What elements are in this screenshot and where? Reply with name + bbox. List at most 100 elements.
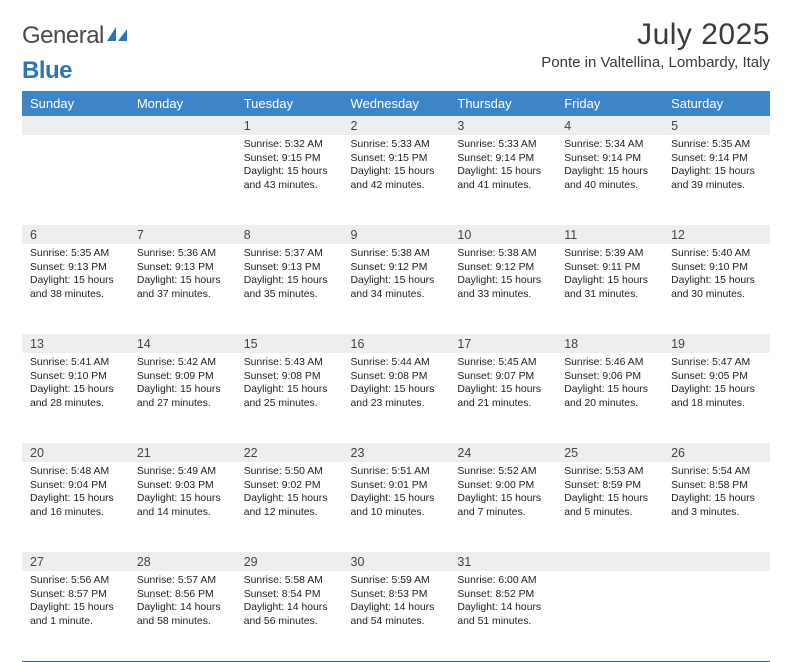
week-number-row: 20212223242526: [22, 443, 770, 462]
day-body: Sunrise: 5:51 AMSunset: 9:01 PMDaylight:…: [343, 462, 450, 524]
sunset-line: Sunset: 9:09 PM: [137, 370, 228, 384]
day-cell: Sunrise: 5:36 AMSunset: 9:13 PMDaylight:…: [129, 244, 236, 334]
day-cell: Sunrise: 5:33 AMSunset: 9:14 PMDaylight:…: [449, 135, 556, 225]
daylight-line: Daylight: 15 hours and 18 minutes.: [671, 383, 762, 410]
sunset-line: Sunset: 8:59 PM: [564, 479, 655, 493]
sunrise-line: Sunrise: 5:45 AM: [457, 356, 548, 370]
day-body: Sunrise: 5:45 AMSunset: 9:07 PMDaylight:…: [449, 353, 556, 415]
day-cell: Sunrise: 5:45 AMSunset: 9:07 PMDaylight:…: [449, 353, 556, 443]
sunset-line: Sunset: 9:12 PM: [457, 261, 548, 275]
daylight-line: Daylight: 15 hours and 37 minutes.: [137, 274, 228, 301]
daylight-line: Daylight: 14 hours and 56 minutes.: [244, 601, 335, 628]
day-body: Sunrise: 5:36 AMSunset: 9:13 PMDaylight:…: [129, 244, 236, 306]
day-header: Wednesday: [343, 91, 450, 116]
daylight-line: Daylight: 15 hours and 3 minutes.: [671, 492, 762, 519]
day-number-cell: 25: [556, 443, 663, 462]
day-number-cell: 17: [449, 334, 556, 353]
day-number-cell: [663, 552, 770, 571]
sunset-line: Sunset: 9:11 PM: [564, 261, 655, 275]
daylight-line: Daylight: 15 hours and 31 minutes.: [564, 274, 655, 301]
sunset-line: Sunset: 9:10 PM: [671, 261, 762, 275]
day-number-cell: 5: [663, 116, 770, 135]
day-header: Monday: [129, 91, 236, 116]
day-body: Sunrise: 5:53 AMSunset: 8:59 PMDaylight:…: [556, 462, 663, 524]
day-header: Thursday: [449, 91, 556, 116]
week-body-row: Sunrise: 5:41 AMSunset: 9:10 PMDaylight:…: [22, 353, 770, 443]
day-body: Sunrise: 5:49 AMSunset: 9:03 PMDaylight:…: [129, 462, 236, 524]
sunset-line: Sunset: 9:02 PM: [244, 479, 335, 493]
sunset-line: Sunset: 8:56 PM: [137, 588, 228, 602]
day-cell: Sunrise: 5:46 AMSunset: 9:06 PMDaylight:…: [556, 353, 663, 443]
day-number: 19: [663, 334, 770, 353]
week-number-row: 12345: [22, 116, 770, 135]
day-body: Sunrise: 5:44 AMSunset: 9:08 PMDaylight:…: [343, 353, 450, 415]
day-number: 2: [343, 116, 450, 135]
day-number-cell: 21: [129, 443, 236, 462]
daylight-line: Daylight: 15 hours and 28 minutes.: [30, 383, 121, 410]
day-cell: Sunrise: 5:53 AMSunset: 8:59 PMDaylight:…: [556, 462, 663, 552]
day-cell: Sunrise: 5:58 AMSunset: 8:54 PMDaylight:…: [236, 571, 343, 661]
day-number-cell: 8: [236, 225, 343, 244]
sunset-line: Sunset: 9:00 PM: [457, 479, 548, 493]
day-body: Sunrise: 5:48 AMSunset: 9:04 PMDaylight:…: [22, 462, 129, 524]
sunrise-line: Sunrise: 5:58 AM: [244, 574, 335, 588]
sunrise-line: Sunrise: 5:37 AM: [244, 247, 335, 261]
sunrise-line: Sunrise: 5:32 AM: [244, 138, 335, 152]
day-number: 6: [22, 225, 129, 244]
sunrise-line: Sunrise: 5:44 AM: [351, 356, 442, 370]
daylight-line: Daylight: 15 hours and 42 minutes.: [351, 165, 442, 192]
sunrise-line: Sunrise: 5:53 AM: [564, 465, 655, 479]
day-number-cell: 2: [343, 116, 450, 135]
calendar-page: General July 2025 Ponte in Valtellina, L…: [0, 0, 792, 612]
day-body: Sunrise: 5:43 AMSunset: 9:08 PMDaylight:…: [236, 353, 343, 415]
day-body: Sunrise: 5:50 AMSunset: 9:02 PMDaylight:…: [236, 462, 343, 524]
daylight-line: Daylight: 14 hours and 58 minutes.: [137, 601, 228, 628]
day-cell: Sunrise: 5:32 AMSunset: 9:15 PMDaylight:…: [236, 135, 343, 225]
daylight-line: Daylight: 15 hours and 40 minutes.: [564, 165, 655, 192]
sunset-line: Sunset: 9:01 PM: [351, 479, 442, 493]
day-number-cell: 20: [22, 443, 129, 462]
sunset-line: Sunset: 9:04 PM: [30, 479, 121, 493]
daylight-line: Daylight: 15 hours and 20 minutes.: [564, 383, 655, 410]
day-body: Sunrise: 5:41 AMSunset: 9:10 PMDaylight:…: [22, 353, 129, 415]
day-body: Sunrise: 5:35 AMSunset: 9:13 PMDaylight:…: [22, 244, 129, 306]
day-number-cell: 9: [343, 225, 450, 244]
day-body: Sunrise: 5:42 AMSunset: 9:09 PMDaylight:…: [129, 353, 236, 415]
day-body: Sunrise: 5:52 AMSunset: 9:00 PMDaylight:…: [449, 462, 556, 524]
day-cell: Sunrise: 5:50 AMSunset: 9:02 PMDaylight:…: [236, 462, 343, 552]
sunrise-line: Sunrise: 5:35 AM: [671, 138, 762, 152]
day-number: 3: [449, 116, 556, 135]
month-title: July 2025: [541, 18, 770, 52]
sunset-line: Sunset: 8:52 PM: [457, 588, 548, 602]
daylight-line: Daylight: 15 hours and 30 minutes.: [671, 274, 762, 301]
day-body: Sunrise: 5:38 AMSunset: 9:12 PMDaylight:…: [343, 244, 450, 306]
day-number-cell: 30: [343, 552, 450, 571]
day-cell: Sunrise: 5:39 AMSunset: 9:11 PMDaylight:…: [556, 244, 663, 334]
daylight-line: Daylight: 15 hours and 23 minutes.: [351, 383, 442, 410]
day-cell: Sunrise: 5:38 AMSunset: 9:12 PMDaylight:…: [449, 244, 556, 334]
day-number-cell: 29: [236, 552, 343, 571]
day-cell: Sunrise: 5:42 AMSunset: 9:09 PMDaylight:…: [129, 353, 236, 443]
day-number: 21: [129, 443, 236, 462]
day-number: 8: [236, 225, 343, 244]
day-number-cell: 31: [449, 552, 556, 571]
day-number: 25: [556, 443, 663, 462]
day-number-cell: 26: [663, 443, 770, 462]
day-number-cell: 6: [22, 225, 129, 244]
day-cell: Sunrise: 5:40 AMSunset: 9:10 PMDaylight:…: [663, 244, 770, 334]
sunrise-line: Sunrise: 5:46 AM: [564, 356, 655, 370]
logo-sail-icon: [106, 26, 128, 49]
sunrise-line: Sunrise: 5:36 AM: [137, 247, 228, 261]
day-body: Sunrise: 5:38 AMSunset: 9:12 PMDaylight:…: [449, 244, 556, 306]
sunset-line: Sunset: 9:10 PM: [30, 370, 121, 384]
day-body: Sunrise: 5:54 AMSunset: 8:58 PMDaylight:…: [663, 462, 770, 524]
day-body: Sunrise: 5:46 AMSunset: 9:06 PMDaylight:…: [556, 353, 663, 415]
sunset-line: Sunset: 8:57 PM: [30, 588, 121, 602]
day-cell: Sunrise: 5:49 AMSunset: 9:03 PMDaylight:…: [129, 462, 236, 552]
daylight-line: Daylight: 15 hours and 14 minutes.: [137, 492, 228, 519]
sunset-line: Sunset: 9:15 PM: [244, 152, 335, 166]
day-header: Friday: [556, 91, 663, 116]
day-cell: Sunrise: 5:34 AMSunset: 9:14 PMDaylight:…: [556, 135, 663, 225]
daylight-line: Daylight: 15 hours and 25 minutes.: [244, 383, 335, 410]
sunrise-line: Sunrise: 6:00 AM: [457, 574, 548, 588]
